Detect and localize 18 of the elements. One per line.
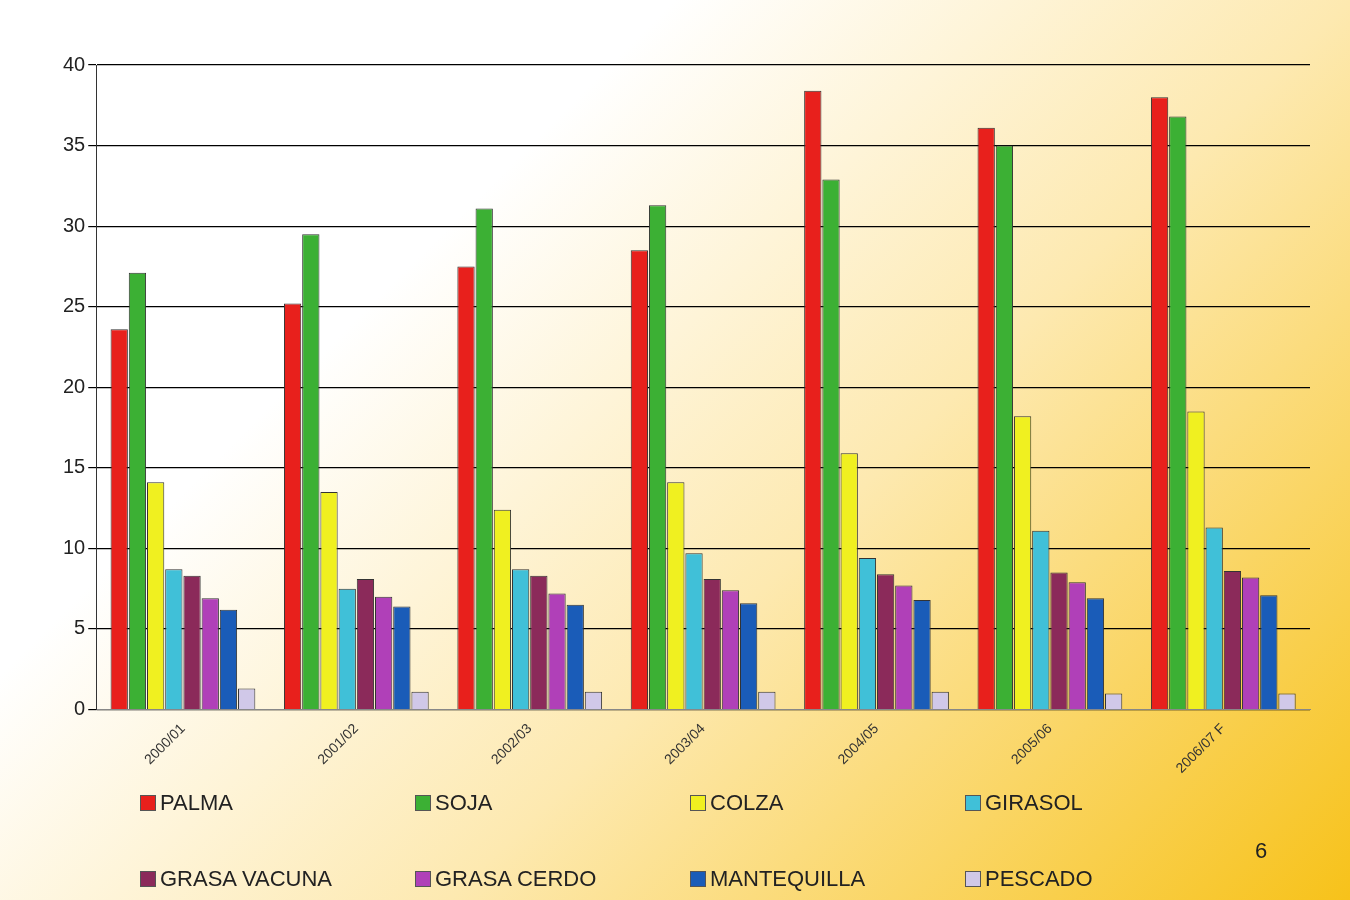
legend-label: GIRASOL xyxy=(985,790,1083,816)
y-tick-label: 15 xyxy=(63,455,86,478)
legend-label: COLZA xyxy=(710,790,784,816)
legend-label: PESCADO xyxy=(985,866,1093,892)
y-tick-label: 40 xyxy=(63,52,86,75)
y-tick-label: 5 xyxy=(74,616,86,639)
y-tick-label: 35 xyxy=(63,133,86,156)
text: 6 xyxy=(1255,838,1268,864)
y-tick-label: 0 xyxy=(74,697,86,720)
y-tick-label: 25 xyxy=(63,294,86,317)
y-tick-label: 30 xyxy=(63,213,86,236)
legend-label: SOJA xyxy=(435,790,493,816)
legend-label: PALMA xyxy=(160,790,233,816)
y-tick-label: 20 xyxy=(63,374,86,397)
y-tick-label: 10 xyxy=(63,535,86,558)
legend-label: MANTEQUILLA xyxy=(710,866,866,892)
legend-label: GRASA VACUNA xyxy=(160,866,332,892)
legend-label: GRASA CERDO xyxy=(435,866,597,892)
